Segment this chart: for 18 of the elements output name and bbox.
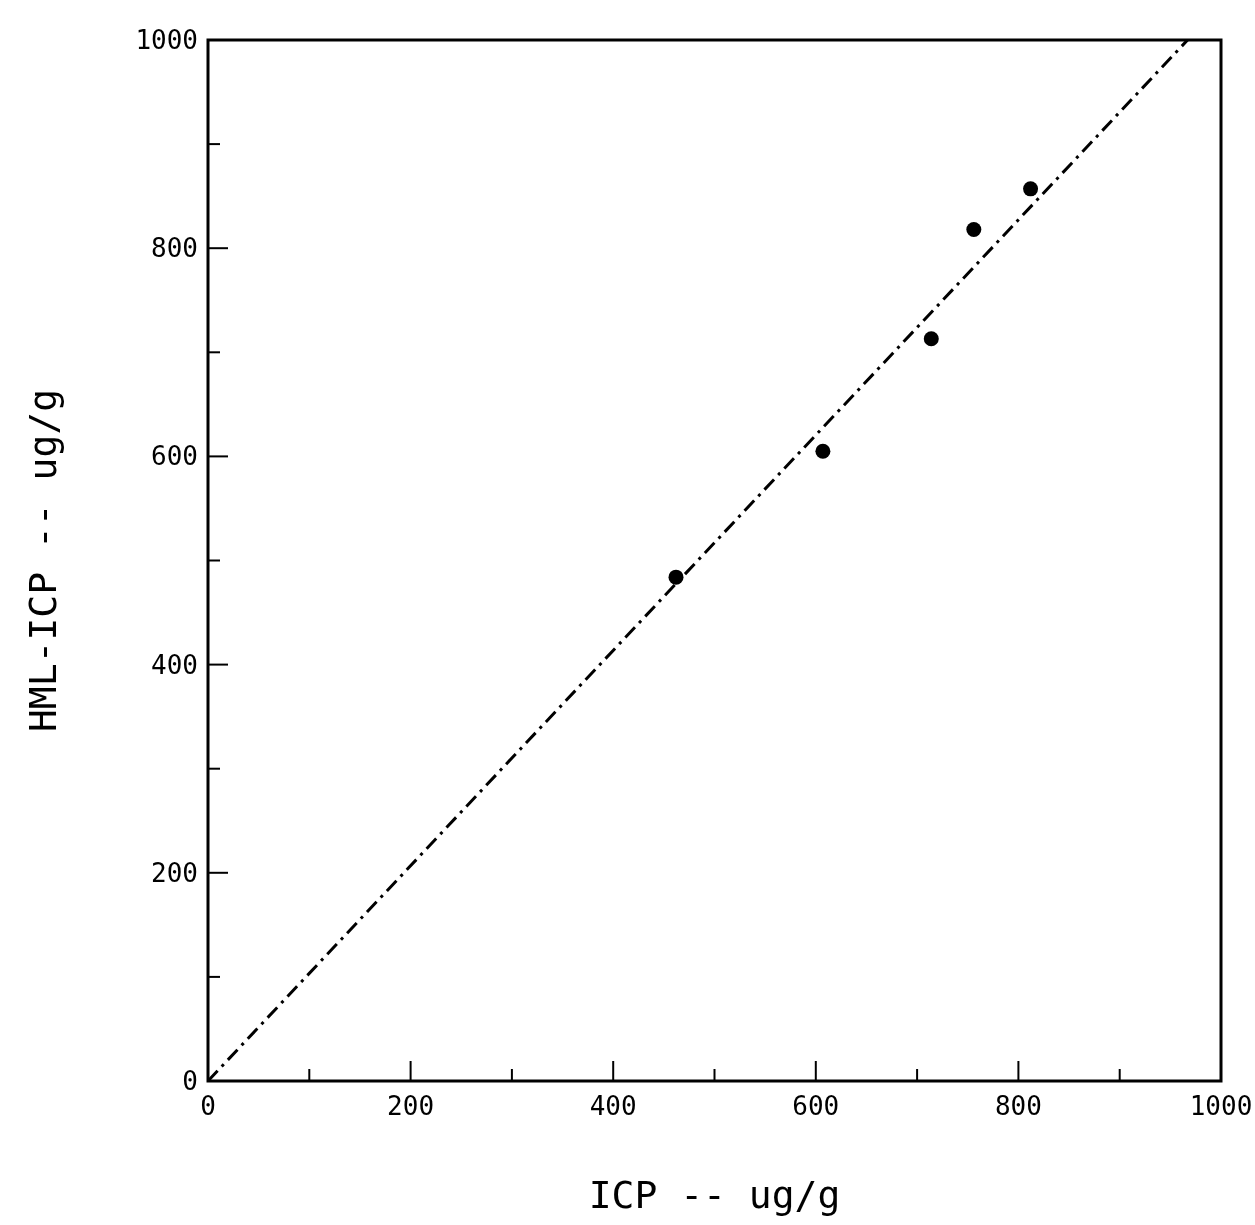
- x-tick-label: 1000: [1189, 1091, 1253, 1121]
- y-tick-label: 200: [151, 857, 198, 888]
- y-tick-label: 0: [182, 1066, 198, 1096]
- y-axis-title: HML-ICP -- ug/g: [21, 388, 65, 733]
- point: [923, 331, 939, 347]
- point: [668, 569, 684, 585]
- x-axis-title: ICP -- ug/g: [588, 1173, 841, 1217]
- x-tick-label: 200: [387, 1091, 435, 1121]
- y-tick-label: 600: [151, 441, 198, 472]
- point: [1023, 181, 1039, 197]
- point: [966, 221, 982, 237]
- x-tick-label: 600: [792, 1091, 840, 1121]
- y-tick-label: 1000: [135, 25, 198, 55]
- y-tick-label: 800: [151, 233, 198, 264]
- x-tick-label: 400: [589, 1091, 637, 1121]
- point: [815, 443, 831, 459]
- x-tick-label: 800: [994, 1091, 1042, 1121]
- y-tick-label: 400: [151, 649, 198, 680]
